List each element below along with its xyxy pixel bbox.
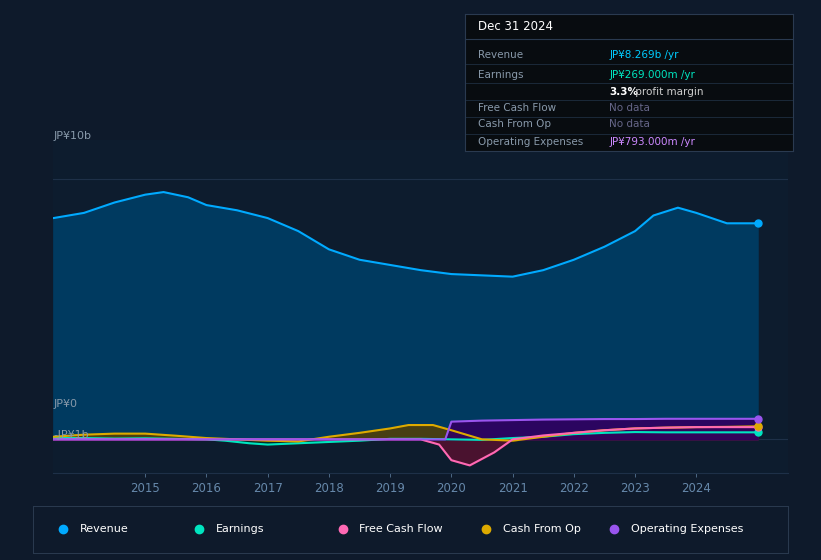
Text: Earnings: Earnings [216, 525, 264, 534]
Text: Cash From Op: Cash From Op [502, 525, 580, 534]
Text: No data: No data [609, 119, 650, 129]
Text: JP¥269.000m /yr: JP¥269.000m /yr [609, 70, 695, 80]
Text: profit margin: profit margin [632, 86, 704, 96]
Text: -JP¥1b: -JP¥1b [53, 430, 89, 440]
Text: JP¥793.000m /yr: JP¥793.000m /yr [609, 137, 695, 147]
Text: JP¥0: JP¥0 [53, 399, 77, 409]
Text: JP¥8.269b /yr: JP¥8.269b /yr [609, 50, 679, 60]
Text: Operating Expenses: Operating Expenses [478, 137, 583, 147]
Text: Revenue: Revenue [478, 50, 523, 60]
Text: Operating Expenses: Operating Expenses [631, 525, 744, 534]
Text: JP¥10b: JP¥10b [53, 131, 91, 141]
Text: Free Cash Flow: Free Cash Flow [478, 103, 556, 113]
Text: Cash From Op: Cash From Op [478, 119, 551, 129]
Text: 3.3%: 3.3% [609, 86, 638, 96]
Text: Earnings: Earnings [478, 70, 523, 80]
Text: Dec 31 2024: Dec 31 2024 [478, 20, 553, 33]
Text: Revenue: Revenue [80, 525, 128, 534]
Text: No data: No data [609, 103, 650, 113]
Text: Free Cash Flow: Free Cash Flow [359, 525, 443, 534]
